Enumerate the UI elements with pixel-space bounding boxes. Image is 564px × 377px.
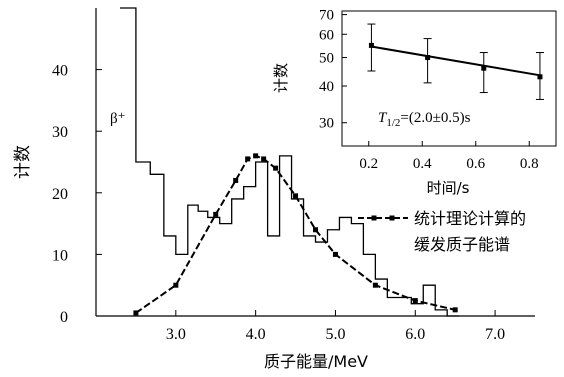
legend-label-line: 缓发质子能谱 xyxy=(414,235,510,254)
theory-curve-point xyxy=(261,156,267,162)
x-tick-label: 6.0 xyxy=(405,326,425,343)
theory-curve-point xyxy=(253,153,259,159)
legend-label-line: 统计理论计算的 xyxy=(414,209,526,228)
theory-curve-point xyxy=(412,298,418,304)
inset-data-point xyxy=(481,65,487,71)
y-tick-label: 40 xyxy=(52,63,68,80)
theory-curve-point xyxy=(233,177,239,183)
theory-curve-point xyxy=(293,193,299,199)
inset-x-tick-label: 0.6 xyxy=(466,156,485,172)
inset-y-tick-label: 60 xyxy=(319,27,334,43)
histogram-step-line xyxy=(119,7,460,317)
theory-curve-point xyxy=(332,251,338,257)
theory-curve-point xyxy=(245,156,251,162)
theory-curve-line xyxy=(135,154,456,314)
inset-data-point xyxy=(425,55,431,61)
inset-y-tick-label: 70 xyxy=(319,8,334,24)
x-tick-label: 5.0 xyxy=(325,326,345,343)
theory-curve-point xyxy=(173,282,179,288)
inset-x-tick-label: 0.8 xyxy=(520,156,539,172)
theory-curve-point xyxy=(133,310,139,316)
theory-curve-point xyxy=(273,165,279,171)
x-tick-label: 3.0 xyxy=(166,326,186,343)
y-tick-label: 0 xyxy=(60,309,68,326)
inset-fit-line xyxy=(371,45,541,77)
y-tick-label: 10 xyxy=(52,247,68,264)
main-x-axis-label: 质子能量/MeV xyxy=(264,352,368,371)
inset-data-point xyxy=(368,42,374,48)
beta-plus-annotation: β⁺ xyxy=(110,111,126,127)
inset-y-tick-label: 40 xyxy=(319,79,334,95)
theory-curve-point xyxy=(372,282,378,288)
x-tick-label: 7.0 xyxy=(485,326,505,343)
legend-marker xyxy=(389,215,395,221)
legend: 统计理论计算的缓发质子能谱 xyxy=(358,209,526,254)
theory-curve-point xyxy=(452,307,458,313)
inset-y-tick-label: 30 xyxy=(319,116,334,132)
inset-frame xyxy=(341,10,557,147)
inset-data-point xyxy=(537,74,543,80)
inset-x-tick-label: 0.2 xyxy=(359,156,378,172)
main-y-axis-label: 计数 xyxy=(13,145,33,179)
y-tick-label: 30 xyxy=(52,124,68,141)
legend-label: 统计理论计算的缓发质子能谱 xyxy=(414,209,526,254)
y-tick-label: 20 xyxy=(52,186,68,203)
half-life-annotation: T1/2=(2.0±0.5)s xyxy=(378,110,471,129)
legend-marker xyxy=(371,215,377,221)
inset-y-tick-label: 50 xyxy=(319,51,334,67)
inset-chart: 0.2 0.4 0.6 0.8 30 40 50 60 70 时间/s 计数 T1/2=(2.… xyxy=(272,8,557,197)
inset-y-axis-label: 计数 xyxy=(272,63,290,93)
inset-x-tick-label: 0.4 xyxy=(413,156,432,172)
x-tick-label: 4.0 xyxy=(246,326,266,343)
inset-x-axis-label: 时间/s xyxy=(427,179,470,197)
theory-curve-point xyxy=(313,227,318,233)
theory-curve-point xyxy=(213,211,219,217)
